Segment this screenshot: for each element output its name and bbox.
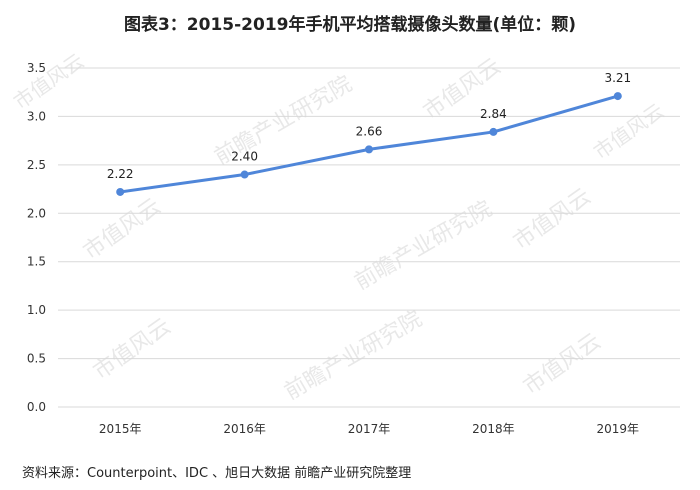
data-point — [240, 170, 249, 179]
watermark-text: 市值风云 — [589, 99, 668, 165]
source-note: 资料来源：Counterpoint、IDC 、旭日大数据 前瞻产业研究院整理 — [22, 466, 412, 481]
y-tick-label: 1.0 — [27, 303, 46, 317]
grid-layer — [58, 67, 680, 408]
x-tick-label: 2016年 — [223, 422, 266, 436]
watermark-text: 市值风云 — [79, 194, 165, 265]
watermark-text: 市值风云 — [509, 184, 595, 255]
y-tick-label: 0.5 — [27, 352, 46, 366]
data-label: 3.21 — [604, 71, 631, 85]
data-label: 2.40 — [231, 150, 258, 164]
y-tick-label: 0.0 — [27, 400, 46, 414]
data-point — [116, 187, 125, 196]
data-label: 2.66 — [356, 124, 383, 138]
axis-layer: 0.0 0.5 1.0 1.5 2.0 2.5 3.0 3.5 2015年 2016年 2017年 2… — [27, 61, 639, 436]
x-tick-label: 2018年 — [472, 422, 515, 436]
y-tick-label: 3.5 — [27, 61, 46, 75]
chart-title: 图表3：2015-2019年手机平均搭载摄像头数量(单位：颗) — [123, 15, 577, 35]
x-tick-label: 2015年 — [99, 422, 142, 436]
y-tick-label: 2.0 — [27, 206, 46, 220]
y-tick-label: 2.5 — [27, 158, 46, 172]
watermark-text: 前瞻产业研究院 — [351, 197, 497, 296]
y-tick-label: 3.0 — [27, 109, 46, 123]
data-point — [365, 145, 373, 154]
data-label: 2.84 — [480, 107, 507, 121]
x-tick-label: 2019年 — [597, 422, 640, 436]
data-label: 2.22 — [107, 167, 134, 181]
data-point — [489, 127, 498, 136]
series-line — [118, 94, 620, 194]
label-layer: 2.22 2.40 2.66 2.84 3.21 — [107, 71, 631, 181]
watermark-text: 市值风云 — [519, 329, 605, 400]
watermark-text: 前瞻产业研究院 — [281, 307, 427, 406]
watermark-text: 市值风云 — [9, 49, 88, 115]
x-tick-label: 2017年 — [348, 422, 391, 436]
watermark-text: 市值风云 — [89, 314, 175, 385]
series-layer — [116, 92, 622, 196]
y-tick-label: 1.5 — [27, 255, 46, 269]
data-point — [613, 92, 622, 101]
